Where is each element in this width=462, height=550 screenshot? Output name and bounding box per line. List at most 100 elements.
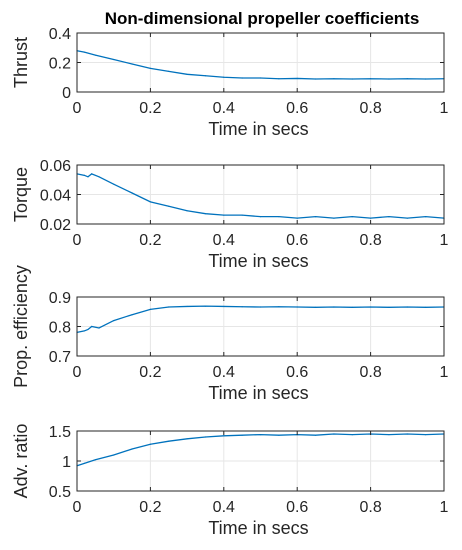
data-point: [388, 306, 390, 308]
data-point: [278, 434, 280, 436]
data-point: [168, 70, 170, 72]
data-point: [83, 462, 85, 464]
x-tick-label: 1: [440, 499, 449, 516]
y-tick-label: 0.2: [49, 56, 71, 73]
data-point: [333, 433, 335, 435]
data-point: [370, 78, 372, 80]
data-point: [131, 314, 133, 316]
subplot-2: 0 0.2 0.4 0.6 0.8 1 0.02 0.04 0.06 Time in secs To…: [11, 158, 449, 271]
x-tick-label: 1: [440, 364, 449, 381]
data-point: [406, 78, 408, 80]
data-point: [98, 176, 100, 178]
y-tick-label: 1: [62, 454, 71, 471]
data-point: [314, 434, 317, 436]
x-tick-label: 0.6: [286, 232, 308, 249]
y-axis-label: Adv. ratio: [11, 424, 31, 499]
x-tick-label: 0.2: [139, 364, 161, 381]
data-point: [278, 306, 280, 308]
data-point: [333, 78, 335, 80]
data-point: [388, 434, 390, 436]
data-point: [241, 434, 243, 436]
data-point: [278, 78, 280, 80]
y-tick-label: 0.8: [49, 320, 71, 337]
x-tick-label: 0.8: [359, 100, 381, 117]
series-line: [76, 305, 445, 334]
series-line: [76, 50, 445, 80]
data-point: [425, 306, 427, 308]
x-tick-label: 0.6: [286, 364, 308, 381]
y-tick-label: 0.7: [49, 349, 71, 366]
x-axis-label: Time in secs: [208, 383, 308, 403]
data-point: [186, 305, 188, 308]
x-tick-label: 0: [73, 499, 82, 516]
x-tick-label: 0.2: [139, 232, 161, 249]
data-point: [149, 67, 151, 69]
x-tick-label: 0.8: [359, 232, 381, 249]
y-tick-label: 0: [62, 85, 71, 102]
data-point: [351, 216, 353, 218]
data-point: [87, 328, 89, 331]
y-tick-label: 0.02: [40, 217, 71, 234]
y-axis-label: Prop. efficiency: [11, 265, 31, 388]
data-point: [91, 325, 93, 328]
x-tick-label: 0.2: [139, 499, 161, 516]
y-tick-label: 0.9: [49, 290, 71, 307]
data-point: [113, 320, 115, 322]
data-point: [204, 75, 207, 77]
data-point: [388, 216, 390, 218]
x-tick-label: 0: [73, 232, 82, 249]
data-point: [406, 306, 408, 308]
data-point: [351, 434, 353, 436]
y-tick-label: 1.5: [49, 424, 71, 441]
data-point: [223, 435, 225, 437]
data-point: [406, 217, 408, 219]
data-point: [204, 436, 207, 438]
x-tick-label: 0.4: [213, 100, 235, 117]
data-point: [223, 214, 225, 216]
x-tick-label: 0.4: [213, 499, 235, 516]
x-tick-label: 1: [440, 100, 449, 117]
data-point: [351, 78, 353, 80]
data-point: [333, 306, 335, 308]
data-point: [259, 216, 262, 218]
x-axis-label: Time in secs: [208, 251, 308, 271]
series-line: [76, 433, 445, 467]
data-point: [131, 448, 133, 450]
data-point: [83, 51, 85, 53]
data-point: [259, 434, 262, 436]
subplot-4: 0 0.2 0.4 0.6 0.8 1 0.5 1 1.5 Time in secs Adv. ra…: [11, 424, 449, 538]
data-point: [204, 305, 207, 307]
data-point: [91, 173, 93, 175]
y-tick-label: 0.06: [40, 158, 71, 175]
data-point: [425, 78, 427, 80]
y-axis-label: Torque: [11, 167, 31, 222]
y-tick-label: 0.4: [49, 26, 71, 43]
x-axis-label: Time in secs: [208, 518, 308, 538]
data-point: [314, 216, 317, 218]
series-line: [76, 173, 445, 219]
data-point: [113, 58, 115, 61]
x-tick-label: 0.4: [213, 364, 235, 381]
data-point: [94, 54, 96, 56]
data-point: [223, 76, 225, 78]
data-point: [186, 438, 188, 440]
data-point: [314, 306, 317, 308]
x-tick-label: 0.4: [213, 232, 235, 249]
data-point: [241, 214, 243, 216]
data-point: [204, 213, 207, 215]
data-point: [87, 176, 89, 178]
data-point: [241, 306, 243, 308]
x-tick-label: 0.6: [286, 499, 308, 516]
data-point: [388, 78, 390, 80]
data-point: [259, 306, 262, 308]
data-point: [406, 433, 408, 435]
data-point: [168, 440, 170, 442]
x-tick-label: 0.8: [359, 499, 381, 516]
data-point: [113, 454, 115, 456]
data-point: [186, 73, 188, 75]
data-point: [259, 77, 262, 79]
data-point: [278, 216, 280, 218]
data-point: [425, 434, 427, 436]
